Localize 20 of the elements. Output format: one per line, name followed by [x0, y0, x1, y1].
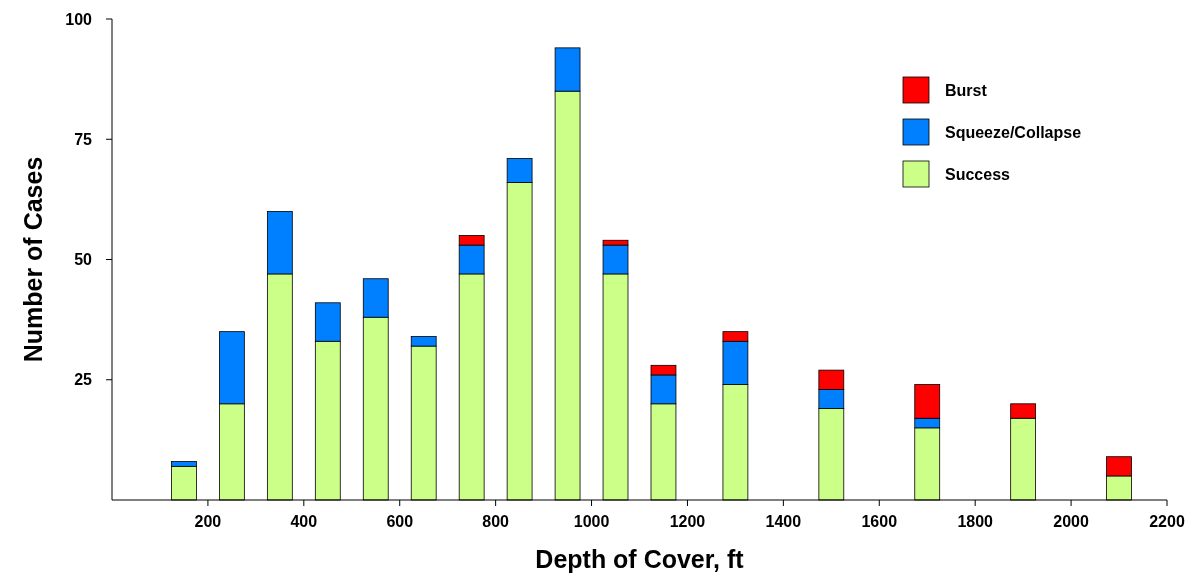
legend-label: Burst	[945, 81, 988, 99]
legend-label: Squeeze/Collapse	[945, 123, 1082, 141]
y-tick-label: 75	[74, 130, 93, 148]
x-tick-label: 2200	[1149, 513, 1185, 530]
y-tick-label: 25	[74, 371, 93, 389]
legend-label: Success	[945, 165, 1011, 183]
x-tick-label: 1800	[957, 513, 994, 530]
x-tick-label: 200	[194, 513, 222, 530]
x-tick-label: 400	[290, 513, 318, 530]
x-axis-title: Depth of Cover, ft	[535, 545, 745, 573]
x-tick-label: 600	[386, 513, 414, 530]
x-tick-label: 1400	[765, 513, 802, 530]
x-tick-label: 1200	[669, 513, 706, 530]
y-axis-title: Number of Cases	[19, 156, 47, 363]
x-tick-label: 1000	[573, 513, 610, 530]
x-tick-label: 800	[482, 513, 510, 530]
x-tick-label: 1600	[861, 513, 898, 530]
x-tick-label: 2000	[1053, 513, 1089, 530]
y-tick-label: 100	[65, 10, 93, 28]
y-tick-label: 50	[74, 251, 93, 269]
